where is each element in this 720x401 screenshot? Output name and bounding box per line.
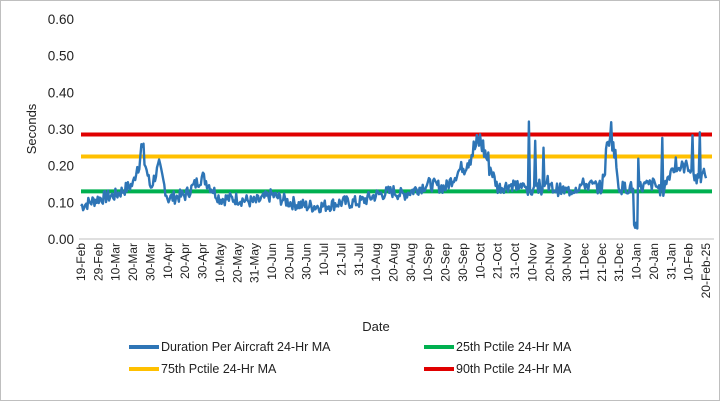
x-tick-label: 21-Jul — [334, 243, 348, 276]
x-tick-label: 20-Feb-25 — [699, 243, 713, 299]
x-tick-label: 20-Nov — [543, 243, 557, 282]
x-tick-label: 20-Apr — [178, 243, 192, 279]
x-tick-label: 31-Oct — [508, 242, 522, 279]
x-tick-label: 10-Oct — [473, 242, 487, 279]
x-tick-label: 10-Jan — [630, 243, 644, 280]
x-tick-label: 10-Feb — [682, 243, 696, 281]
x-tick-label: 20-Jan — [647, 243, 661, 280]
x-tick-label: 20-Mar — [126, 243, 140, 281]
legend-label: 25th Pctile 24-Hr MA — [456, 340, 572, 354]
y-tick-label: 0.60 — [48, 12, 74, 27]
x-tick-label: 10-Apr — [161, 243, 175, 279]
y-axis-label: Seconds — [24, 103, 39, 154]
x-tick-label: 21-Oct — [491, 242, 505, 279]
series-line-duration — [80, 120, 708, 230]
x-tick-label: 20-Sep — [439, 243, 453, 282]
x-tick-label: 30-Aug — [404, 243, 418, 282]
x-tick-label: 30-Jun — [300, 243, 314, 280]
x-tick-label: 30-Apr — [196, 243, 210, 279]
y-tick-label: 0.10 — [48, 195, 74, 210]
y-tick-label: 0.00 — [48, 232, 74, 247]
x-tick-label: 30-Mar — [143, 243, 157, 281]
x-tick-label: 31-May — [248, 243, 262, 283]
x-tick-label: 20-May — [230, 243, 244, 283]
x-tick-label: 30-Sep — [456, 243, 470, 282]
legend-label: Duration Per Aircraft 24-Hr MA — [161, 340, 331, 354]
x-tick-label: 20-Jun — [282, 243, 296, 280]
legend-label: 90th Pctile 24-Hr MA — [456, 362, 572, 376]
x-tick-label: 10-Jul — [317, 243, 331, 276]
x-tick-label: 31-Dec — [612, 243, 626, 282]
y-tick-label: 0.50 — [48, 49, 74, 64]
x-tick-label: 10-Jun — [265, 243, 279, 280]
x-tick-label: 20-Aug — [387, 243, 401, 282]
y-axis-ticks: 0.00 0.10 0.20 0.30 0.40 0.50 0.60 — [48, 12, 74, 247]
x-tick-label: 10-Mar — [109, 243, 123, 281]
series-layer — [80, 120, 708, 230]
y-tick-label: 0.40 — [48, 85, 74, 100]
legend: Duration Per Aircraft 24-Hr MA 25th Pctil… — [129, 340, 572, 376]
x-axis-label: Date — [362, 319, 389, 334]
x-tick-label: 10-May — [213, 243, 227, 283]
x-tick-label: 10-Sep — [421, 243, 435, 282]
x-tick-label: 11-Dec — [577, 243, 591, 281]
x-tick-label: 31-Jan — [664, 243, 678, 280]
x-tick-label: 10-Nov — [525, 243, 539, 282]
x-tick-label: 29-Feb — [91, 243, 105, 281]
x-tick-label: 30-Nov — [560, 243, 574, 282]
x-tick-label: 10-Aug — [369, 243, 383, 282]
y-tick-label: 0.20 — [48, 159, 74, 174]
x-tick-label: 31-Jul — [352, 243, 366, 276]
x-axis-ticks: 19-Feb 29-Feb 10-Mar 20-Mar 30-Mar 10-Apr 20-A… — [74, 242, 713, 298]
x-tick-label: 21-Dec — [595, 243, 609, 282]
x-tick-label: 19-Feb — [74, 243, 88, 281]
y-tick-label: 0.30 — [48, 122, 74, 137]
legend-label: 75th Pctile 24-Hr MA — [161, 362, 277, 376]
